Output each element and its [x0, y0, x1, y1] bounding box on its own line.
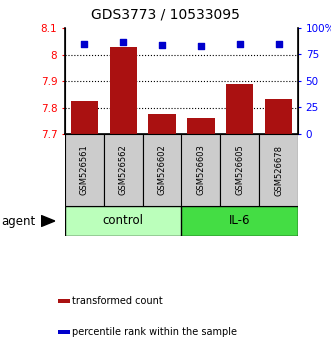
- Bar: [187, 118, 214, 134]
- Bar: [181, 206, 298, 236]
- Bar: [58, 330, 70, 334]
- Bar: [110, 46, 137, 134]
- Bar: [65, 134, 104, 206]
- Bar: [265, 99, 292, 134]
- Bar: [149, 114, 176, 134]
- Bar: [71, 101, 98, 134]
- Text: GSM526605: GSM526605: [235, 145, 244, 195]
- Point: [237, 41, 242, 47]
- Point: [198, 43, 204, 49]
- Point: [82, 41, 87, 47]
- Bar: [220, 134, 259, 206]
- Text: GSM526678: GSM526678: [274, 144, 283, 195]
- Text: GSM526562: GSM526562: [119, 145, 128, 195]
- Text: control: control: [103, 215, 144, 228]
- Text: GSM526561: GSM526561: [80, 145, 89, 195]
- Bar: [104, 134, 143, 206]
- Polygon shape: [41, 216, 55, 227]
- Bar: [65, 206, 181, 236]
- Bar: [143, 134, 181, 206]
- Bar: [181, 134, 220, 206]
- Point: [160, 42, 165, 48]
- Text: transformed count: transformed count: [72, 296, 163, 306]
- Text: agent: agent: [2, 215, 36, 228]
- Bar: [58, 299, 70, 303]
- Bar: [226, 84, 253, 134]
- Point: [120, 39, 126, 45]
- Text: percentile rank within the sample: percentile rank within the sample: [72, 327, 237, 337]
- Text: GSM526603: GSM526603: [196, 144, 206, 195]
- Bar: [259, 134, 298, 206]
- Text: GDS3773 / 10533095: GDS3773 / 10533095: [91, 8, 240, 22]
- Point: [276, 41, 281, 47]
- Text: GSM526602: GSM526602: [158, 145, 166, 195]
- Text: IL-6: IL-6: [229, 215, 251, 228]
